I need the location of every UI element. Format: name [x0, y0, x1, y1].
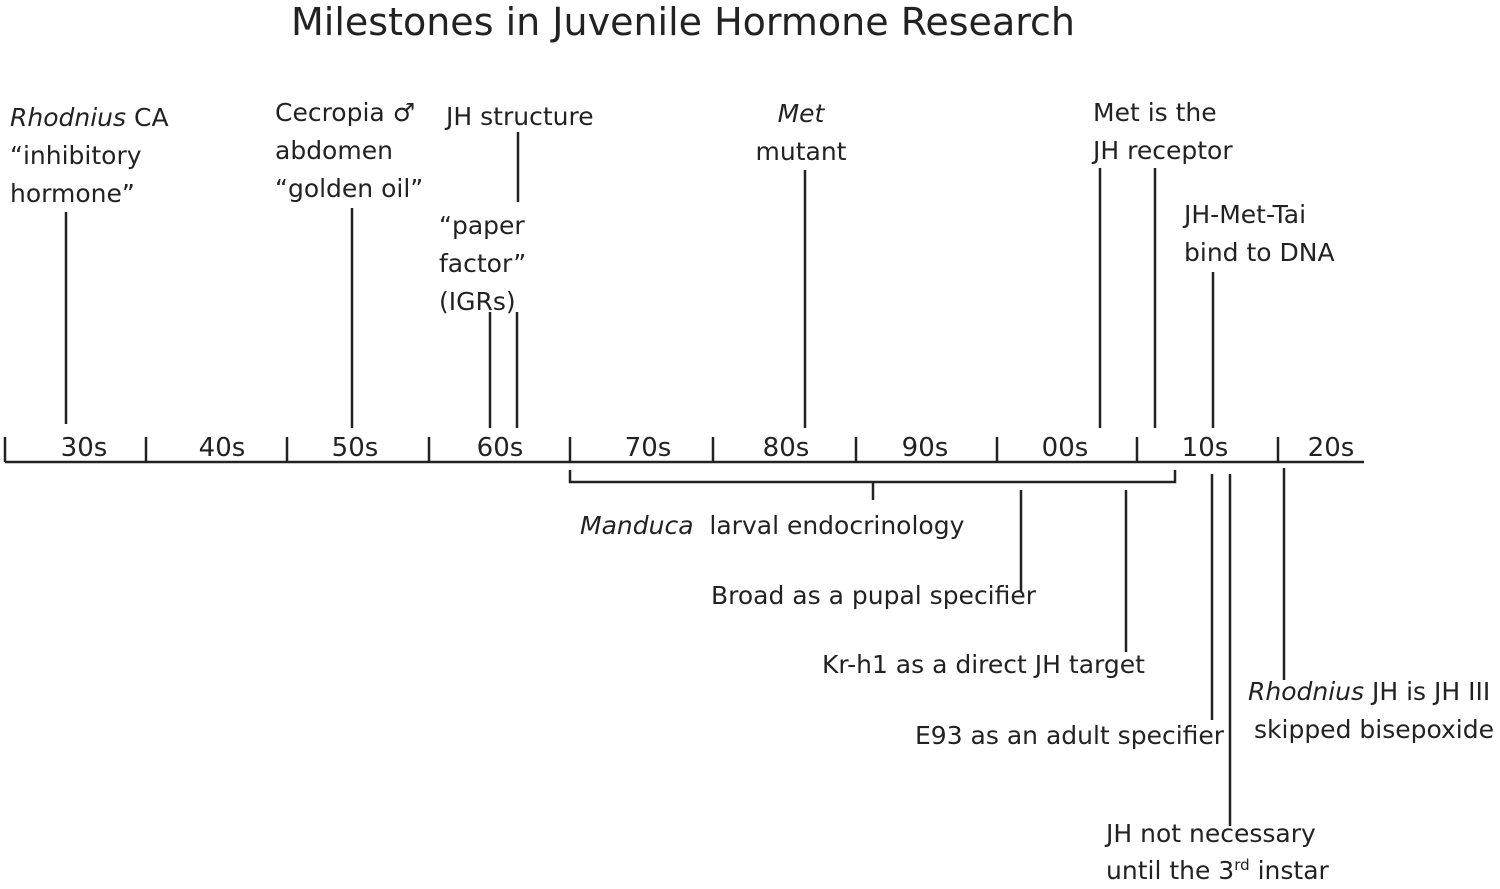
jh-met-tai-line2: bind to DNA	[1184, 238, 1335, 267]
label-met-mutant: Met mutant	[755, 95, 847, 171]
label-broad: Broad as a pupal specifier	[711, 581, 1037, 610]
label-krh1: Kr-h1 as a direct JH target	[822, 650, 1145, 679]
decade-label-80s: 80s	[762, 433, 810, 463]
label-jh-met-tai: JH-Met-Tai bind to DNA	[1184, 196, 1335, 272]
jh-not-necessary-line2: until the 3rd instar	[1106, 853, 1329, 889]
decade-label-30s: 30s	[60, 433, 108, 463]
decade-label-70s: 70s	[624, 433, 672, 463]
rhodnius-jh3-suffix: JH is JH III	[1364, 677, 1491, 706]
rhodnius-jh3-line2: skipped bisepoxide	[1254, 715, 1494, 744]
label-e93: E93 as an adult specifier	[915, 721, 1225, 750]
jh-not-necessary-line2-post: instar	[1249, 856, 1329, 885]
paper-factor-line1: “paper	[439, 211, 525, 240]
ordinal-suffix: rd	[1234, 856, 1250, 874]
decade-label-90s: 90s	[901, 433, 949, 463]
label-manduca: Manduca larval endocrinology	[580, 507, 964, 545]
rhodnius-ca-line2: “inhibitory	[10, 141, 142, 170]
decade-label-50s: 50s	[331, 433, 379, 463]
met-receptor-line2: JH receptor	[1093, 136, 1233, 165]
decade-label-20s: 20s	[1307, 433, 1355, 463]
decade-label-60s: 60s	[476, 433, 524, 463]
label-rhodnius-jh3: Rhodnius JH is JH III skipped bisepoxide	[1248, 673, 1494, 749]
jh-structure-text: JH structure	[446, 102, 594, 131]
manduca-bracket	[568, 470, 1177, 484]
met-mutant-line2: mutant	[755, 137, 847, 166]
page-title: Milestones in Juvenile Hormone Research	[291, 0, 1075, 44]
rhodnius-species-name: Rhodnius	[10, 103, 127, 132]
paper-factor-line2: factor”	[439, 249, 527, 278]
label-paper-factor: “paper factor” (IGRs)	[439, 207, 526, 321]
met-receptor-line1: Met is the	[1093, 98, 1217, 127]
jh-not-necessary-line2-pre: until the 3	[1106, 856, 1235, 885]
label-cecropia: Cecropia ♂ abdomen “golden oil”	[275, 94, 423, 208]
paper-factor-line3: (IGRs)	[439, 287, 516, 316]
manduca-rest: larval endocrinology	[693, 511, 965, 540]
cecropia-line3: “golden oil”	[275, 174, 424, 203]
label-met-receptor: Met is the JH receptor	[1093, 94, 1233, 170]
label-jh-structure: JH structure	[446, 98, 594, 136]
rhodnius-ca-line3: hormone”	[10, 179, 135, 208]
met-gene-name: Met	[777, 99, 825, 128]
rhodnius-ca-suffix: CA	[126, 103, 169, 132]
manduca-species-name: Manduca	[580, 511, 694, 540]
cecropia-line2: abdomen	[275, 136, 393, 165]
decade-label-00s: 00s	[1041, 433, 1089, 463]
decade-label-40s: 40s	[198, 433, 246, 463]
jh-not-necessary-line1: JH not necessary	[1106, 819, 1316, 848]
cecropia-line1: Cecropia ♂	[275, 98, 416, 127]
decade-label-10s: 10s	[1181, 433, 1229, 463]
rhodnius-jh3-species-name: Rhodnius	[1248, 677, 1365, 706]
label-jh-not-necessary: JH not necessary until the 3rd instar	[1106, 815, 1329, 889]
jh-met-tai-line1: JH-Met-Tai	[1184, 200, 1307, 229]
label-rhodnius-ca: Rhodnius CA “inhibitory hormone”	[10, 99, 169, 213]
